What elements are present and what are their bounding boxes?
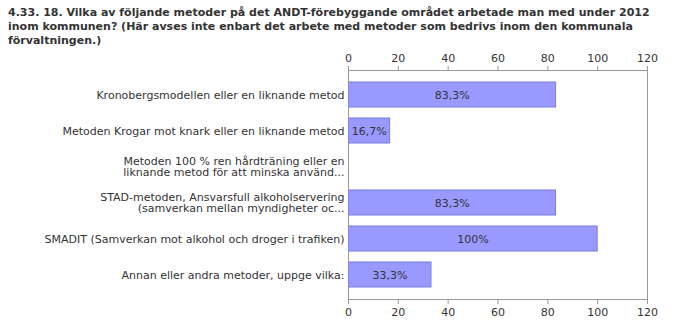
svg-text:16,7%: 16,7% xyxy=(352,125,387,138)
svg-text:80: 80 xyxy=(541,306,555,319)
svg-text:100%: 100% xyxy=(457,233,488,246)
svg-text:0: 0 xyxy=(345,52,352,65)
svg-text:40: 40 xyxy=(441,306,455,319)
svg-text:STAD-metoden, Ansvarsfull alko: STAD-metoden, Ansvarsfull alkoholserveri… xyxy=(100,191,344,215)
svg-text:Metoden 100 % ren hårdträning: Metoden 100 % ren hårdträning eller enli… xyxy=(123,155,344,179)
svg-text:Kronobergsmodellen eller en li: Kronobergsmodellen eller en liknande met… xyxy=(96,89,344,102)
svg-text:40: 40 xyxy=(441,52,455,65)
svg-text:60: 60 xyxy=(491,52,505,65)
svg-text:100: 100 xyxy=(587,306,608,319)
svg-text:0: 0 xyxy=(345,306,352,319)
svg-text:20: 20 xyxy=(391,52,405,65)
svg-text:Annan eller andra metoder, upp: Annan eller andra metoder, uppge vilka: xyxy=(121,269,344,282)
svg-text:SMADIT (Samverkan mot alkohol: SMADIT (Samverkan mot alkohol och droger… xyxy=(45,233,345,246)
svg-text:20: 20 xyxy=(391,306,405,319)
svg-text:100: 100 xyxy=(587,52,608,65)
svg-text:83,3%: 83,3% xyxy=(435,89,470,102)
svg-text:Metoden Krogar mot knark eller: Metoden Krogar mot knark eller en liknan… xyxy=(62,125,344,138)
svg-text:83,3%: 83,3% xyxy=(435,197,470,210)
svg-text:120: 120 xyxy=(637,306,658,319)
svg-text:60: 60 xyxy=(491,306,505,319)
svg-text:33,3%: 33,3% xyxy=(373,269,408,282)
html-text:4.33. 18. Vilka av följande me: 4.33. 18. Vilka av följande metoder på d… xyxy=(8,6,650,47)
svg-text:120: 120 xyxy=(637,52,658,65)
svg-text:80: 80 xyxy=(541,52,555,65)
